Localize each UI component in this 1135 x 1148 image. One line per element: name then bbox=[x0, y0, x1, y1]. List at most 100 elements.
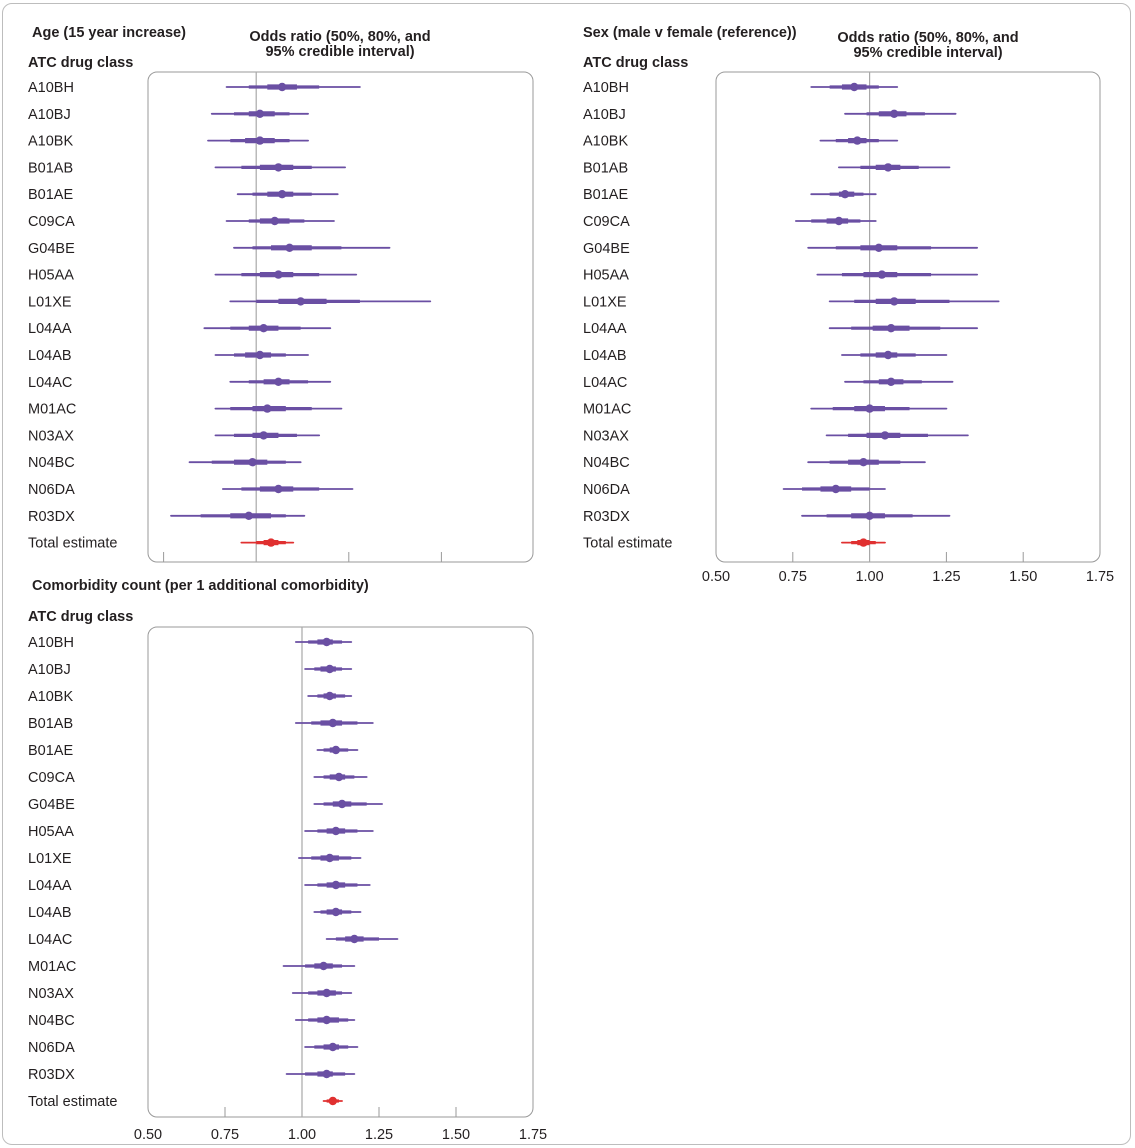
estimate-point bbox=[244, 511, 253, 520]
estimate-point bbox=[337, 799, 347, 809]
row-label: C09CA bbox=[28, 214, 75, 230]
row-label: L04AA bbox=[28, 878, 72, 894]
row-label: L04AA bbox=[583, 321, 627, 337]
row-label: M01AC bbox=[28, 959, 76, 975]
x-tick-label: 0.75 bbox=[211, 1127, 239, 1143]
x-tick-label: 1.00 bbox=[288, 1127, 316, 1143]
estimate-point bbox=[255, 109, 265, 119]
row-label: N06DA bbox=[583, 482, 630, 498]
x-tick-label: 1.25 bbox=[932, 569, 960, 585]
estimate-point bbox=[255, 350, 265, 360]
row-label: H05AA bbox=[583, 268, 629, 284]
estimate-point bbox=[334, 772, 344, 782]
panel-1-subtitle-line1: Odds ratio (50%, 80%, and bbox=[837, 30, 1018, 46]
row-label: R03DX bbox=[28, 1067, 75, 1083]
row-label: N04BC bbox=[28, 1013, 75, 1029]
estimate-point bbox=[259, 431, 268, 440]
estimate-point bbox=[834, 216, 844, 226]
estimate-point bbox=[865, 404, 874, 413]
panel-2-plot-area bbox=[147, 626, 534, 1118]
row-label: Total estimate bbox=[583, 536, 672, 552]
row-label: N04BC bbox=[28, 455, 75, 471]
estimate-point bbox=[831, 484, 841, 494]
figure-frame bbox=[2, 3, 1131, 1145]
row-label: A10BJ bbox=[28, 107, 71, 123]
panel-0-subtitle-line1: Odds ratio (50%, 80%, and bbox=[249, 29, 430, 45]
estimate-point bbox=[889, 297, 899, 306]
row-label: Total estimate bbox=[28, 536, 117, 552]
estimate-point bbox=[325, 853, 334, 863]
estimate-point bbox=[274, 484, 283, 494]
row-label: B01AB bbox=[28, 716, 73, 732]
estimate-point bbox=[350, 934, 359, 944]
estimate-point bbox=[880, 431, 890, 440]
x-tick-label: 0.50 bbox=[134, 1127, 162, 1143]
estimate-point bbox=[319, 961, 328, 971]
estimate-point bbox=[331, 826, 341, 836]
estimate-point bbox=[263, 404, 272, 413]
row-label: B01AE bbox=[583, 187, 628, 203]
panel-2-ylabel: ATC drug class bbox=[28, 609, 133, 625]
row-label: B01AE bbox=[28, 187, 73, 203]
estimate-point bbox=[328, 718, 337, 728]
estimate-point bbox=[877, 270, 887, 279]
row-label: N06DA bbox=[28, 1040, 75, 1056]
panel-0-subtitle-line2: 95% credible interval) bbox=[265, 44, 414, 60]
row-label: A10BK bbox=[28, 134, 73, 150]
estimate-point bbox=[840, 190, 850, 199]
row-label: H05AA bbox=[28, 268, 74, 284]
estimate-point bbox=[274, 163, 283, 172]
panel-1-title: Sex (male v female (reference)) bbox=[583, 25, 797, 41]
estimate-point bbox=[277, 190, 287, 199]
row-label: B01AB bbox=[28, 160, 73, 176]
row-label: L01XE bbox=[28, 851, 72, 867]
estimate-point bbox=[889, 109, 899, 119]
estimate-point bbox=[322, 637, 331, 647]
estimate-point bbox=[274, 270, 283, 279]
row-label: N04BC bbox=[583, 455, 630, 471]
estimate-point bbox=[865, 511, 874, 520]
row-label: L04AB bbox=[28, 348, 72, 364]
row-label: L04AC bbox=[583, 375, 627, 391]
estimate-point bbox=[270, 216, 279, 226]
estimate-point bbox=[883, 350, 893, 360]
row-label: C09CA bbox=[28, 770, 75, 786]
estimate-point bbox=[328, 1042, 337, 1052]
x-tick-label: 0.50 bbox=[702, 569, 730, 585]
panel-1-subtitle-line2: 95% credible interval) bbox=[853, 45, 1002, 61]
row-label: L04AC bbox=[28, 375, 72, 391]
row-label: C09CA bbox=[583, 214, 630, 230]
row-label: A10BK bbox=[28, 689, 73, 705]
row-label: A10BH bbox=[28, 635, 74, 651]
row-label: N03AX bbox=[28, 428, 74, 444]
x-tick-label: 0.75 bbox=[779, 569, 807, 585]
estimate-point bbox=[331, 907, 341, 917]
x-tick-label: 1.50 bbox=[442, 1127, 470, 1143]
estimate-point bbox=[331, 745, 341, 755]
row-label: M01AC bbox=[28, 402, 76, 418]
x-tick-label: 1.75 bbox=[519, 1127, 547, 1143]
estimate-point bbox=[259, 324, 268, 333]
x-tick-label: 1.50 bbox=[1009, 569, 1037, 585]
row-label: L04AB bbox=[28, 905, 72, 921]
estimate-point bbox=[322, 1069, 331, 1079]
x-tick-label: 1.25 bbox=[365, 1127, 393, 1143]
total-estimate-point bbox=[328, 1096, 337, 1106]
row-label: A10BJ bbox=[583, 107, 626, 123]
row-label: N03AX bbox=[28, 986, 74, 1002]
row-label: G04BE bbox=[28, 241, 75, 257]
estimate-point bbox=[883, 163, 893, 172]
panel-1-ylabel: ATC drug class bbox=[583, 55, 688, 71]
estimate-point bbox=[277, 82, 287, 92]
estimate-point bbox=[325, 691, 334, 701]
estimate-point bbox=[886, 377, 896, 386]
estimate-point bbox=[853, 136, 862, 145]
estimate-point bbox=[850, 82, 859, 92]
panel-0-plot-area bbox=[147, 71, 534, 563]
estimate-point bbox=[248, 458, 257, 467]
row-label: G04BE bbox=[583, 241, 630, 257]
row-label: R03DX bbox=[583, 509, 630, 525]
row-label: L01XE bbox=[28, 294, 72, 310]
x-tick-label: 1.00 bbox=[855, 569, 883, 585]
